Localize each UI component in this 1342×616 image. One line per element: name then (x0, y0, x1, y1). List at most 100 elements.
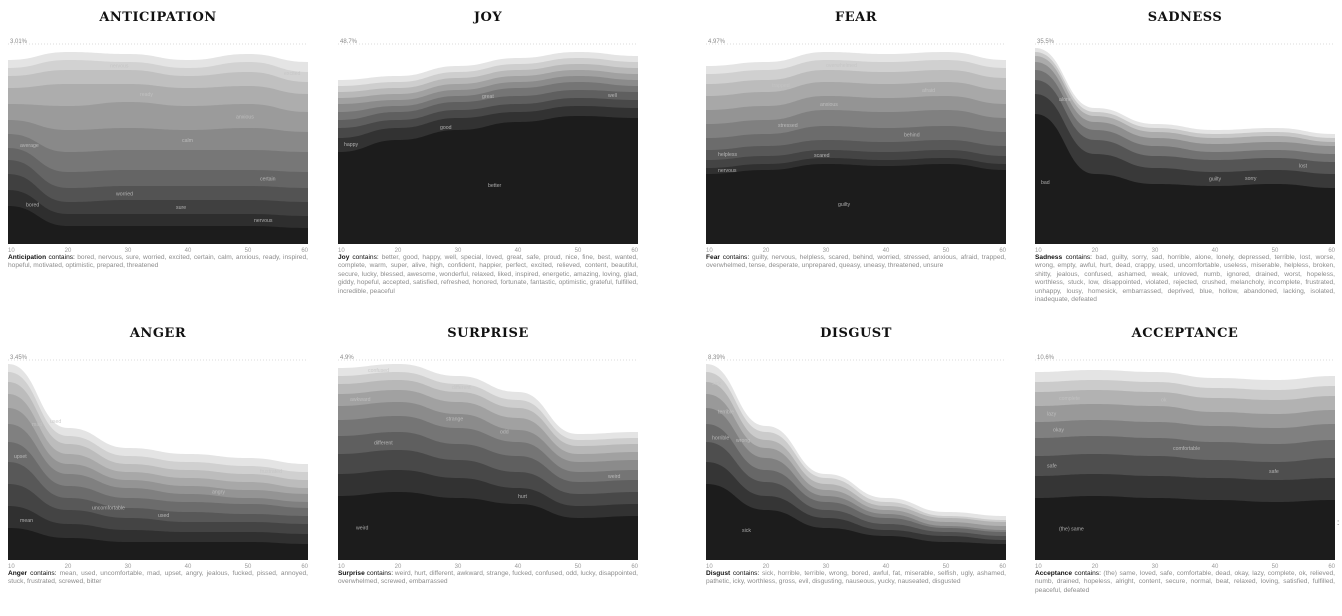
max-value-label: 8.39% (708, 355, 726, 361)
x-tick-label: 30 (455, 248, 462, 254)
series-label: terrible (718, 409, 734, 415)
x-tick-label: 50 (575, 564, 582, 570)
x-tick-label: 20 (65, 564, 72, 570)
description-term: Surprise (338, 570, 365, 577)
series-label: ok (1161, 398, 1167, 404)
stream-layer (706, 164, 1006, 244)
x-tick-label: 40 (883, 248, 890, 254)
series-label: (the) same (1059, 527, 1084, 533)
series-label: worried (116, 191, 133, 197)
series-label: different (374, 441, 393, 447)
stream-layer (1035, 496, 1335, 560)
series-label: anxious (236, 114, 254, 120)
description-contains: contains: (366, 570, 394, 577)
x-tick-label: 10 (706, 564, 713, 570)
stream-layer (338, 116, 638, 244)
series-label: sorry (1245, 176, 1257, 182)
x-tick-label: 60 (301, 564, 308, 570)
x-tick-label: 60 (1328, 564, 1335, 570)
series-label: overwhelmed (826, 63, 857, 69)
series-label: alone (1059, 97, 1072, 103)
streamgraph-chart: alone lost sorry guilty bad 35.5% 10 20 30 40 50 60 (1035, 39, 1335, 254)
x-tick-label: 40 (1212, 248, 1219, 254)
series-label: odd (500, 430, 509, 436)
series-label: safe (1047, 464, 1057, 470)
description-contains: contains: (1065, 254, 1093, 261)
streamgraph-chart: nervous excited ready anxious calm average cer… (8, 39, 308, 254)
chart-description: Sadness contains: bad, guilty, sorry, sa… (1035, 254, 1335, 304)
series-label: lost (1299, 164, 1308, 170)
chart-description: Disgust contains: sick, horrible, terrib… (706, 570, 1006, 587)
chart-title: ANTICIPATION (99, 10, 217, 25)
x-tick-label: 50 (245, 564, 252, 570)
x-tick-label: 40 (1212, 564, 1219, 570)
description-words: bored, nervous, sure, worried, excited, … (8, 254, 308, 270)
x-tick-label: 60 (1328, 248, 1335, 254)
series-label: better (488, 183, 502, 189)
series-label: horrible (712, 435, 729, 441)
x-tick-label: 40 (185, 564, 192, 570)
series-label: confused (368, 368, 389, 374)
x-tick-label: 10 (8, 248, 15, 254)
streamgraph-chart: great well happy good better 48.7% 10 20 30 40 50 6… (338, 39, 638, 254)
x-tick-label: 20 (395, 248, 402, 254)
series-label: complete (1059, 396, 1080, 402)
series-label: angry (212, 490, 225, 496)
description-words: better, good, happy, well, special, love… (338, 254, 638, 295)
stream-layer (1035, 114, 1335, 244)
x-tick-label: 10 (8, 564, 15, 570)
streamgraph-chart: complete ok lazy okay comfortable safe safe (th… (1035, 355, 1335, 570)
series-label: excited (284, 71, 301, 77)
description-contains: contains: (1074, 570, 1101, 577)
x-tick-label: 30 (125, 248, 132, 254)
chart-title: SURPRISE (447, 326, 529, 341)
chart-title: FEAR (834, 10, 878, 25)
x-tick-label: 30 (125, 564, 132, 570)
max-value-label: 3.45% (10, 355, 28, 361)
series-label: trapped (772, 83, 790, 89)
x-tick-label: 20 (763, 248, 770, 254)
x-tick-label: 50 (245, 248, 252, 254)
x-tick-label: 50 (575, 248, 582, 254)
series-label: nervous (110, 64, 129, 70)
description-contains: contains: (30, 570, 57, 577)
x-tick-label: 30 (823, 564, 830, 570)
series-label: lazy (1047, 412, 1057, 418)
x-tick-label: 60 (301, 248, 308, 254)
panel-acceptance: ACCEPTANCE complete ok lazy okay comfortable… (1035, 326, 1335, 616)
x-tick-label: 50 (943, 248, 950, 254)
series-label: average (20, 143, 39, 149)
series-label: scared (814, 153, 830, 159)
series-label: afraid (922, 88, 935, 94)
x-tick-label: 50 (1272, 564, 1279, 570)
description-contains: contains: (732, 570, 760, 577)
stream-layer (8, 206, 308, 244)
chart-title: SADNESS (1147, 10, 1223, 25)
description-contains: contains: (352, 254, 379, 261)
x-tick-label: 20 (1092, 564, 1099, 570)
streamgraph-chart: used frustrated mad angry upset uncomfortable… (8, 355, 308, 570)
series-label: stressed (778, 123, 798, 129)
series-label: hurt (518, 494, 527, 500)
series-label: sick (712, 381, 721, 387)
x-tick-label: 60 (999, 248, 1006, 254)
series-label: sick (742, 528, 751, 534)
description-words: (the) same, loved, safe, comfortable, de… (1035, 570, 1335, 594)
panel-surprise: SURPRISE confused different awkward strange… (338, 326, 638, 616)
description-term: Acceptance (1035, 570, 1073, 577)
series-label: safe (1269, 469, 1279, 475)
stream-layer (338, 492, 638, 560)
panel-sadness: SADNESS alone lost sorry guilty bad 35.5% 10 20… (1035, 10, 1335, 303)
max-value-label: 4.9% (340, 355, 354, 361)
x-tick-label: 20 (1092, 248, 1099, 254)
series-label: uncomfortable (92, 506, 125, 512)
series-label: nervous (718, 168, 737, 174)
description-words: bad, guilty, sorry, sad, horrible, alone… (1035, 254, 1335, 304)
series-label: ready (140, 92, 153, 98)
series-label: used (158, 513, 169, 519)
x-tick-label: 60 (631, 248, 638, 254)
panel-fear: FEAR overwhelmed trapped afraid anxious stre… (706, 10, 1006, 300)
x-tick-label: 30 (1152, 564, 1159, 570)
series-label: upset (14, 454, 27, 460)
stream-layer (8, 528, 308, 560)
